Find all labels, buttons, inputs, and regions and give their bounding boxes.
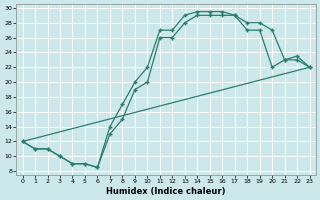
X-axis label: Humidex (Indice chaleur): Humidex (Indice chaleur) (106, 187, 226, 196)
